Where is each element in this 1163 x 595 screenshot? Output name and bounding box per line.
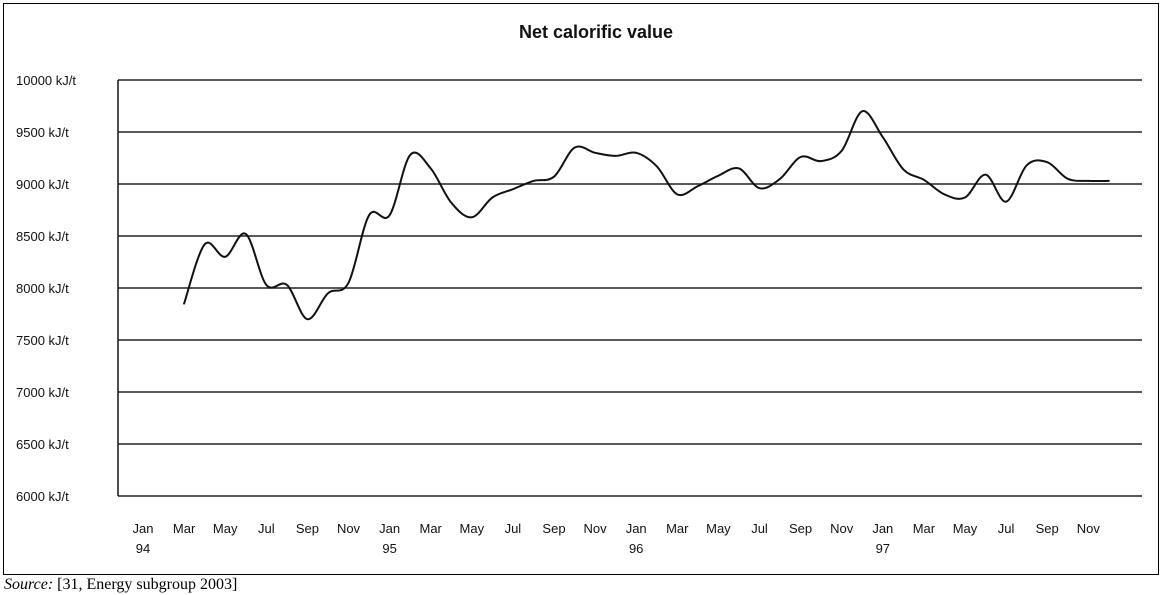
x-tick-label: May <box>460 521 485 536</box>
x-tick-label: Jul <box>998 521 1015 536</box>
y-tick-label: 7500 kJ/t <box>16 333 69 348</box>
x-tick-label: Mar <box>420 521 443 536</box>
x-tick-label: Jul <box>258 521 275 536</box>
x-tick-year-label: 97 <box>876 541 890 556</box>
x-tick-year-label: 94 <box>136 541 150 556</box>
x-tick-label: Sep <box>1036 521 1059 536</box>
x-tick-label: Jul <box>505 521 522 536</box>
x-axis-tick-labels: Jan 94 Mar May Jul Sep Nov Jan 95 Mar May Jul Sep Nov… <box>133 521 1101 556</box>
line-chart: Net calorific value 6000 kJ/t 6500 kJ/t 70… <box>16 22 1142 556</box>
x-tick-label: Sep <box>789 521 812 536</box>
x-tick-label: Sep <box>296 521 319 536</box>
x-tick-label: Jan <box>379 521 400 536</box>
x-tick-label: Nov <box>337 521 361 536</box>
y-tick-label: 9500 kJ/t <box>16 125 69 140</box>
x-tick-label: May <box>213 521 238 536</box>
x-tick-label: Jan <box>872 521 893 536</box>
y-tick-label: 6000 kJ/t <box>16 489 69 504</box>
x-tick-year-label: 95 <box>382 541 396 556</box>
x-tick-label: Nov <box>584 521 608 536</box>
x-tick-label: Nov <box>830 521 854 536</box>
x-tick-label: Nov <box>1077 521 1101 536</box>
y-tick-label: 6500 kJ/t <box>16 437 69 452</box>
x-tick-label: Sep <box>542 521 565 536</box>
x-tick-label: Jan <box>133 521 154 536</box>
source-text: [31, Energy subgroup 2003] <box>53 576 238 593</box>
y-tick-label: 8000 kJ/t <box>16 281 69 296</box>
x-tick-year-label: 96 <box>629 541 643 556</box>
x-tick-label: Mar <box>173 521 196 536</box>
source-note: Source: [31, Energy subgroup 2003] <box>4 576 237 594</box>
x-tick-label: Jul <box>751 521 768 536</box>
y-axis-tick-labels: 6000 kJ/t 6500 kJ/t 7000 kJ/t 7500 kJ/t 8000… <box>16 73 76 504</box>
x-tick-label: May <box>706 521 731 536</box>
chart-title: Net calorific value <box>519 22 673 42</box>
x-tick-label: Mar <box>913 521 936 536</box>
source-label: Source: <box>4 576 54 593</box>
x-tick-label: Jan <box>626 521 647 536</box>
x-tick-label: Mar <box>666 521 689 536</box>
y-tick-label: 8500 kJ/t <box>16 229 69 244</box>
chart-frame <box>3 3 1159 575</box>
y-tick-label: 7000 kJ/t <box>16 385 69 400</box>
x-tick-label: May <box>953 521 978 536</box>
series-line <box>183 110 1110 321</box>
y-tick-label: 9000 kJ/t <box>16 177 69 192</box>
y-tick-label: 10000 kJ/t <box>16 73 76 88</box>
